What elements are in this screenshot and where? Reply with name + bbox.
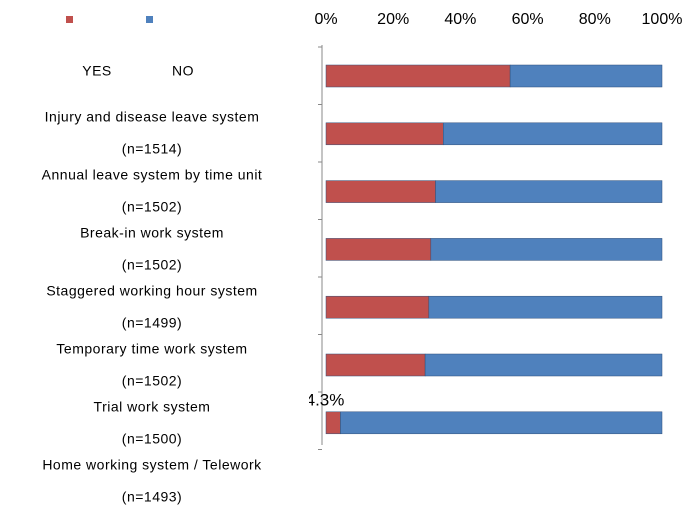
legend-label: YES <box>82 63 112 79</box>
bar-segment <box>325 122 444 146</box>
category-n: (n=1502) <box>122 257 182 273</box>
category-n: (n=1502) <box>122 199 182 215</box>
bar-segment <box>424 353 663 377</box>
bar-segment <box>430 238 663 261</box>
category-label: Staggered working hour system <box>46 283 257 299</box>
category-label: Temporary time work system <box>56 341 247 357</box>
legend-label: NO <box>172 63 194 79</box>
category-n: (n=1502) <box>122 373 182 389</box>
category-label: Annual leave system by time unit <box>42 167 263 183</box>
bar-segment <box>325 353 426 377</box>
x-tick-label: 0% <box>314 11 337 28</box>
bar-segment <box>325 238 432 261</box>
bar-segment <box>325 411 341 435</box>
category-label: Break-in work system <box>80 225 224 241</box>
bar-segment <box>435 180 663 203</box>
category-n: (n=1500) <box>122 431 182 447</box>
category-label: Home working system / Telework <box>42 457 262 473</box>
category-n: (n=1514) <box>122 141 182 157</box>
bar-segment <box>325 64 511 88</box>
category-n: (n=1499) <box>122 315 182 331</box>
legend-marker <box>146 16 153 23</box>
value-label: 4.3% <box>306 390 345 409</box>
category-n: (n=1493) <box>122 489 182 505</box>
bar-segment <box>509 64 663 88</box>
legend-marker <box>66 16 73 23</box>
bar-segment <box>428 295 663 319</box>
x-tick-label: 40% <box>444 11 476 28</box>
x-tick-label: 100% <box>642 11 683 28</box>
x-tick-label: 20% <box>377 11 409 28</box>
category-label: Trial work system <box>94 399 211 415</box>
category-label: Injury and disease leave system <box>45 109 260 125</box>
x-tick-label: 80% <box>579 11 611 28</box>
bar-segment <box>443 122 663 146</box>
bar-segment <box>325 180 436 203</box>
bar-segment <box>325 295 430 319</box>
x-tick-label: 60% <box>512 11 544 28</box>
bar-segment <box>340 411 663 435</box>
